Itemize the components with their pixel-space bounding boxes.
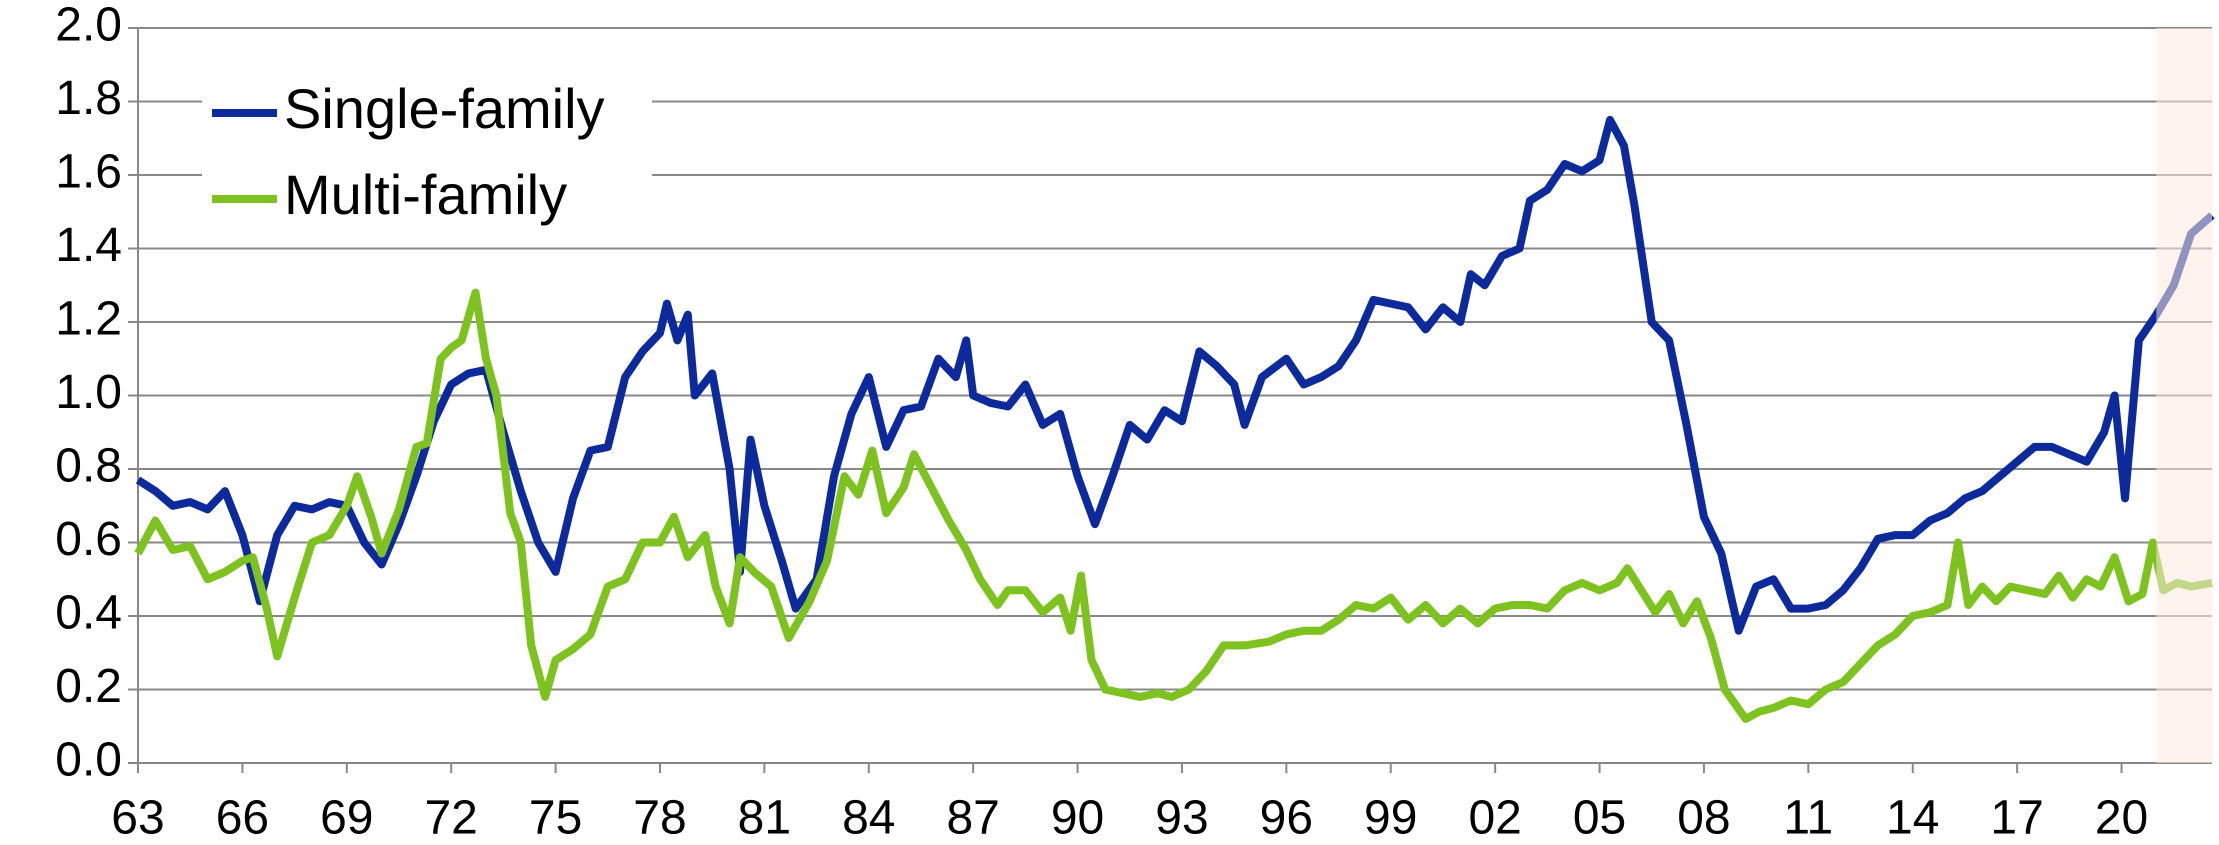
y-tick-label: 0.2 [55,660,122,713]
y-tick-label: 1.6 [55,146,122,199]
x-tick-label: 05 [1573,792,1626,845]
x-tick-label: 87 [946,792,999,845]
y-tick-label: 0.8 [55,440,122,493]
y-tick-label: 1.0 [55,366,122,419]
x-tick-label: 90 [1051,792,1104,845]
x-tick-label: 69 [320,792,373,845]
x-tick-label: 96 [1260,792,1313,845]
forecast-shade [2156,28,2212,763]
x-tick-label: 08 [1677,792,1730,845]
y-tick-label: 0.6 [55,513,122,566]
y-tick-label: 0.4 [55,587,122,640]
x-tick-label: 75 [529,792,582,845]
x-tick-label: 81 [738,792,791,845]
legend-label: Single-family [284,77,605,140]
y-tick-label: 2.0 [55,0,122,52]
y-tick-label: 1.4 [55,219,122,272]
x-tick-label: 99 [1364,792,1417,845]
x-tick-label: 20 [2095,792,2148,845]
series-line [134,288,2213,723]
y-tick-label: 1.2 [55,293,122,346]
x-tick-label: 72 [424,792,477,845]
x-tick-label: 17 [1990,792,2043,845]
x-tick-label: 63 [111,792,164,845]
x-tick-label: 84 [842,792,895,845]
legend-box [202,73,652,243]
x-tick-label: 93 [1155,792,1208,845]
y-tick-label: 1.8 [55,72,122,125]
x-tick-label: 66 [216,792,269,845]
legend-label: Multi-family [284,163,567,226]
x-tick-label: 11 [1783,792,1833,845]
x-tick-label: 14 [1886,792,1939,845]
x-tick-label: 02 [1468,792,1521,845]
x-tick-label: 78 [633,792,686,845]
y-tick-label: 0.0 [55,734,122,787]
